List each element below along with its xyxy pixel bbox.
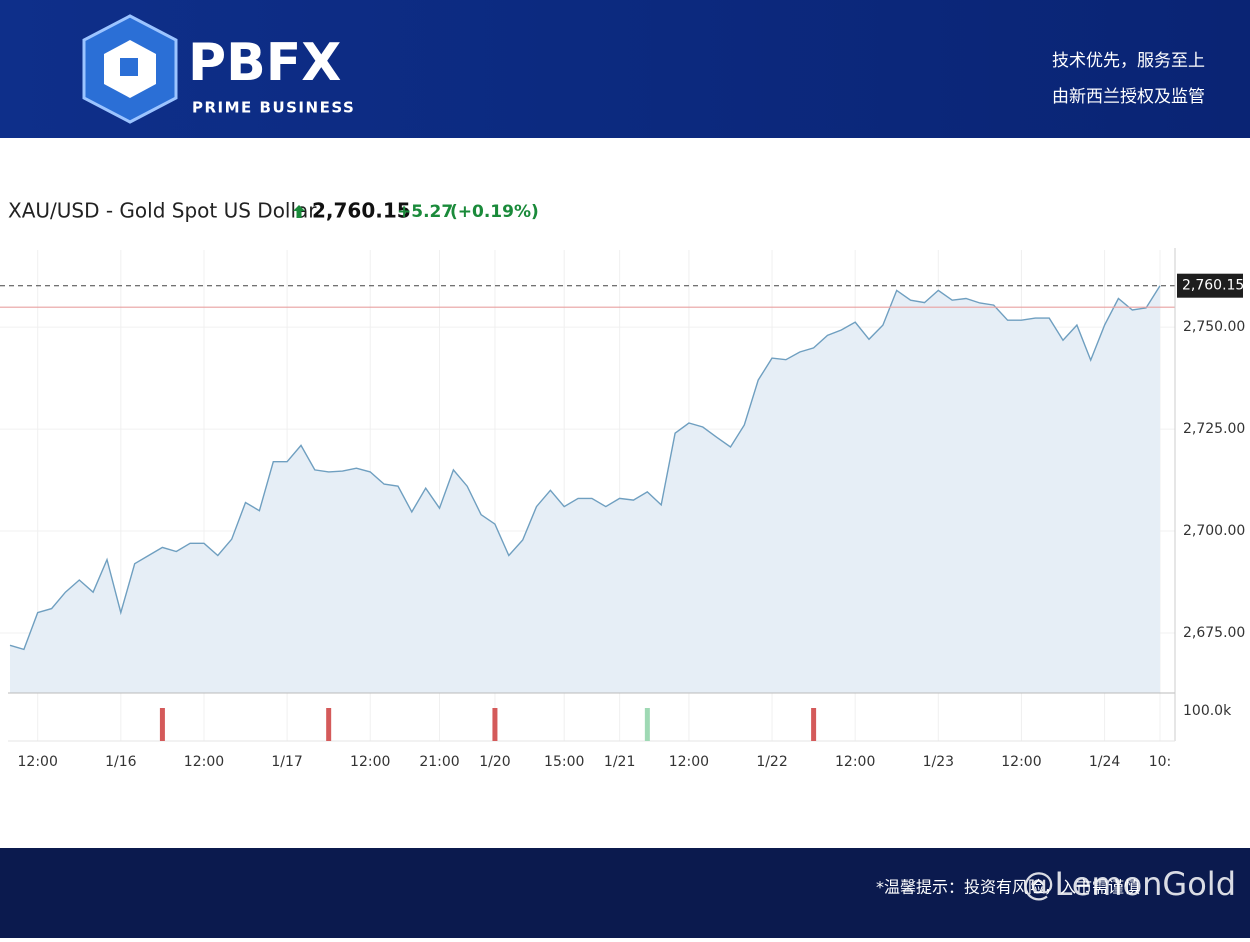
change-percent: (+0.19%) (450, 202, 539, 222)
x-tick-label: 12:00 (1001, 754, 1041, 770)
x-tick-label: 1/23 (923, 754, 954, 770)
price: 2,760.15 (312, 199, 411, 223)
x-tick-label: 12:00 (184, 754, 224, 770)
bottom-banner (0, 848, 1250, 938)
slogan: 技术优先，服务至上 (1052, 51, 1205, 71)
area-fill (10, 285, 1160, 693)
x-tick-label: 12:00 (18, 754, 58, 770)
last-price-label: 2,760.15 (1182, 278, 1244, 294)
plot: 12:00 1/16 12:00 1/17 12:00 21:00 1/20 15:00 1/2… (0, 248, 1245, 770)
x-tick-label: 1/16 (105, 754, 137, 770)
volume-tick-label: 100.0k (1183, 703, 1232, 719)
x-tick-label: 1/24 (1089, 754, 1121, 770)
y-tick-label: 2,750.00 (1183, 319, 1245, 335)
volume-bar (811, 708, 817, 741)
volume-bar (326, 708, 332, 741)
y-tick-label: 2,700.00 (1183, 523, 1245, 539)
top-banner (0, 0, 1250, 138)
last-price-tag (1177, 273, 1243, 298)
x-tick-label: 12:00 (669, 754, 709, 770)
up-arrow (293, 205, 305, 218)
slogan: 由新西兰授权及监管 (1052, 87, 1205, 107)
x-tick-label: 1/22 (756, 754, 787, 770)
volume-bar (492, 708, 498, 741)
change: +5.27 (397, 202, 453, 222)
notice: *温馨提示：投资有风险，入市需谨慎 (876, 878, 1140, 897)
x-tick-label: 1/17 (271, 754, 302, 770)
price-line (9, 285, 1161, 651)
y-tick-label: 2,675.00 (1183, 625, 1245, 641)
volume-bar (159, 708, 165, 741)
x-tick-label: 15:00 (544, 754, 584, 770)
x-tick-label: 21:00 (419, 754, 459, 770)
brand: PBFX (188, 33, 341, 93)
x-tick-label: 12:00 (350, 754, 390, 770)
y-tick-label: 2,725.00 (1183, 421, 1245, 437)
logo (82, 14, 178, 124)
watermark: @LemonGold (1022, 865, 1236, 903)
tagline: PRIME BUSINESS (192, 99, 355, 117)
x-tick-label: 1/21 (604, 754, 635, 770)
x-tick-label: 12:00 (835, 754, 875, 770)
chart-title: XAU/USD - Gold Spot US Dollar (8, 199, 317, 223)
volume-bar (644, 708, 650, 741)
x-tick-label: 10: (1149, 754, 1172, 770)
x-tick-label: 1/20 (479, 754, 510, 770)
